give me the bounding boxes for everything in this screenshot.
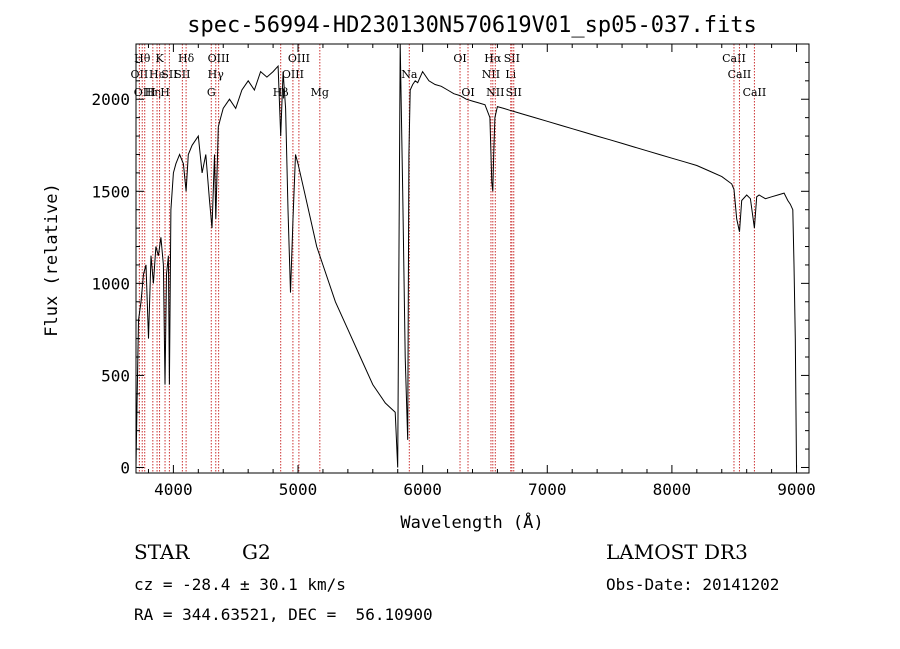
line-label-25: SII (506, 86, 522, 99)
survey-name: LAMOST DR3 (606, 540, 748, 564)
x-axis-label: Wavelength (Å) (400, 511, 543, 533)
line-label-4: He (149, 68, 165, 81)
x-tick-label-2: 6000 (403, 480, 442, 499)
line-label-10: G (207, 86, 216, 99)
line-label-19: OI (461, 86, 474, 99)
axis-ticks: 4000 5000 6000 7000 8000 9000 0 500 1000 1500 2000 (91, 44, 816, 499)
x-tick-label-1: 5000 (279, 480, 318, 499)
line-label-5: K (155, 52, 164, 65)
line-label-11: Hγ (208, 68, 225, 81)
x-tick-label-0: 4000 (154, 480, 193, 499)
line-label-1: Hθ (134, 52, 151, 65)
line-label-12: OIII (208, 52, 230, 65)
x-tick-label-4: 8000 (653, 480, 692, 499)
y-tick-label-1: 500 (101, 366, 130, 385)
line-label-0: OII (131, 68, 149, 81)
line-label-23: Li (505, 68, 516, 81)
line-label-6: H (160, 86, 170, 99)
chart-title: spec-56994-HD230130N570619V01_sp05-037.f… (187, 13, 757, 38)
y-tick-label-0: 0 (120, 458, 130, 477)
line-label-16: Mg (311, 86, 329, 99)
object-class: STAR (134, 540, 190, 564)
line-label-9: Hδ (178, 52, 195, 65)
object-subclass: G2 (242, 540, 271, 564)
line-label-22: NII (486, 86, 504, 99)
line-label-18: OI (453, 52, 466, 65)
line-label-8: SII (174, 68, 190, 81)
line-label-14: OIII (282, 68, 304, 81)
line-label-7: SII (161, 68, 177, 81)
x-tick-label-5: 9000 (777, 480, 816, 499)
obs-date-readout: Obs-Date: 20141202 (606, 575, 780, 594)
line-label-24: SII (504, 52, 520, 65)
y-tick-label-4: 2000 (91, 90, 130, 109)
line-label-20: NII (482, 68, 500, 81)
line-label-27: CaII (728, 68, 752, 81)
x-tick-label-3: 7000 (528, 480, 567, 499)
y-tick-label-3: 1500 (91, 182, 130, 201)
spectrum-series (135, 43, 797, 468)
line-label-17: Na (401, 68, 418, 81)
y-axis-label: Flux (relative) (42, 183, 62, 337)
coordinates-readout: RA = 344.63521, DEC = 56.10900 (134, 605, 433, 624)
line-label-2: OIII (134, 86, 156, 99)
spectrum-line-0 (135, 43, 797, 468)
line-label-15: OIII (288, 52, 310, 65)
line-label-3: Hη (145, 86, 161, 99)
redshift-readout: cz = -28.4 ± 30.1 km/s (134, 575, 346, 594)
plot-frame (135, 43, 810, 474)
emission-line-markers: OIIHθOIIIHηHeKHSIISIIHδGHγOIIIHβOIIIOIII… (131, 44, 767, 473)
line-label-21: Hα (484, 52, 502, 65)
y-tick-label-2: 1000 (91, 274, 130, 293)
line-label-26: CaII (722, 52, 746, 65)
line-label-28: CaII (743, 86, 767, 99)
line-label-13: Hβ (273, 86, 289, 99)
